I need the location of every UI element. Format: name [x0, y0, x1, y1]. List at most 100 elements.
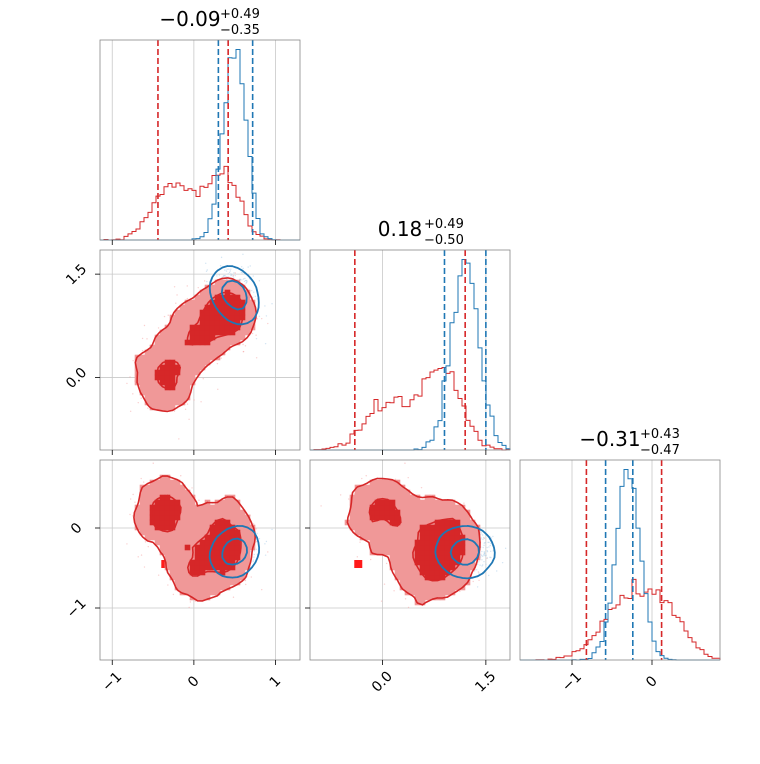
blue-contour-inner [221, 537, 248, 566]
density-cell [454, 569, 461, 576]
density-cell [434, 549, 441, 556]
density-cell [404, 519, 411, 526]
density-cell [169, 379, 176, 386]
density-cell [384, 494, 391, 501]
blue-sample-dot [483, 560, 485, 563]
density-cell [179, 539, 186, 546]
red-sample-dot [134, 501, 136, 503]
density-cell [154, 524, 161, 531]
density-cell [194, 569, 201, 576]
density-cell [199, 574, 206, 581]
density-cell [454, 554, 461, 561]
density-cell [159, 349, 166, 356]
red-sample-dot [167, 314, 169, 316]
density-cell [394, 519, 401, 526]
red-contour-outer [133, 475, 256, 602]
density-cell [434, 544, 441, 551]
density-cell [214, 344, 221, 351]
density-cell [149, 364, 156, 371]
density-cell [384, 529, 391, 536]
red-sample-dot [216, 362, 219, 365]
blue-sample-dot [482, 564, 484, 566]
density-cell [354, 494, 361, 501]
density-cell [144, 509, 151, 516]
density-cell [189, 519, 196, 526]
density-cell [154, 354, 161, 361]
density-cell [159, 484, 166, 491]
density-cell [429, 559, 436, 566]
density-cell [244, 559, 251, 566]
density-cell [434, 574, 441, 581]
density-cell [419, 574, 426, 581]
density-cell [364, 509, 371, 516]
density-cell [174, 394, 181, 401]
density-cell [429, 589, 436, 596]
density-cell [409, 504, 416, 511]
density-cell [164, 379, 171, 386]
red-sample-dot [129, 513, 131, 516]
red-sample-dot [394, 478, 397, 480]
density-cell [139, 389, 146, 396]
density-cell [364, 534, 371, 541]
blue-sample-dot [481, 559, 483, 561]
density-cell [219, 349, 226, 356]
panel-frame [99, 39, 301, 241]
density-cell [229, 534, 236, 541]
density-cell [184, 529, 191, 536]
density-cell [169, 319, 176, 326]
density-cell [214, 529, 221, 536]
density-cell [154, 384, 161, 391]
density-cell [459, 569, 466, 576]
density-cell [404, 559, 411, 566]
density-cell [394, 509, 401, 516]
density-cell [164, 349, 171, 356]
density-cell [174, 319, 181, 326]
density-cell [214, 339, 221, 346]
density-cell [244, 304, 251, 311]
density-cell [394, 549, 401, 556]
density-cell [154, 339, 161, 346]
density-cell [189, 589, 196, 596]
density-cell [219, 499, 226, 506]
density-cell [174, 369, 181, 376]
density-cell [424, 554, 431, 561]
density-cell [194, 594, 201, 601]
red-contour-inner [150, 494, 242, 577]
density-cell [349, 519, 356, 526]
density-cell [349, 514, 356, 521]
density-cell [144, 494, 151, 501]
density-cell [234, 294, 241, 301]
density-cell [399, 559, 406, 566]
density-cell [419, 509, 426, 516]
density-cell [219, 339, 226, 346]
red-sample-dot [361, 477, 363, 480]
density-cell [169, 509, 176, 516]
density-cell [419, 579, 426, 586]
density-cell [179, 309, 186, 316]
density-cell [429, 549, 436, 556]
density-cell [174, 574, 181, 581]
density-cell [169, 334, 176, 341]
blue-sample-dot [479, 564, 481, 566]
blue-sample-dot [490, 537, 493, 539]
density-cell [139, 354, 146, 361]
density-cell [159, 524, 166, 531]
density-cell [229, 324, 236, 331]
density-cell [144, 519, 151, 526]
density-cell [224, 549, 231, 556]
density-cell [429, 534, 436, 541]
density-cell [154, 399, 161, 406]
red-sample-dot [176, 294, 178, 296]
density-cell [164, 344, 171, 351]
density-cell [424, 519, 431, 526]
red-sample-dot [256, 318, 259, 320]
contour-line [134, 277, 257, 413]
density-cell [139, 364, 146, 371]
param-title-minus-p3: −0.47 [640, 443, 680, 458]
density-cell [379, 534, 386, 541]
blue-sample-dot [253, 556, 255, 558]
density-cell [189, 579, 196, 586]
contour-line [208, 265, 260, 326]
density-cell [229, 504, 236, 511]
density-cell [394, 544, 401, 551]
